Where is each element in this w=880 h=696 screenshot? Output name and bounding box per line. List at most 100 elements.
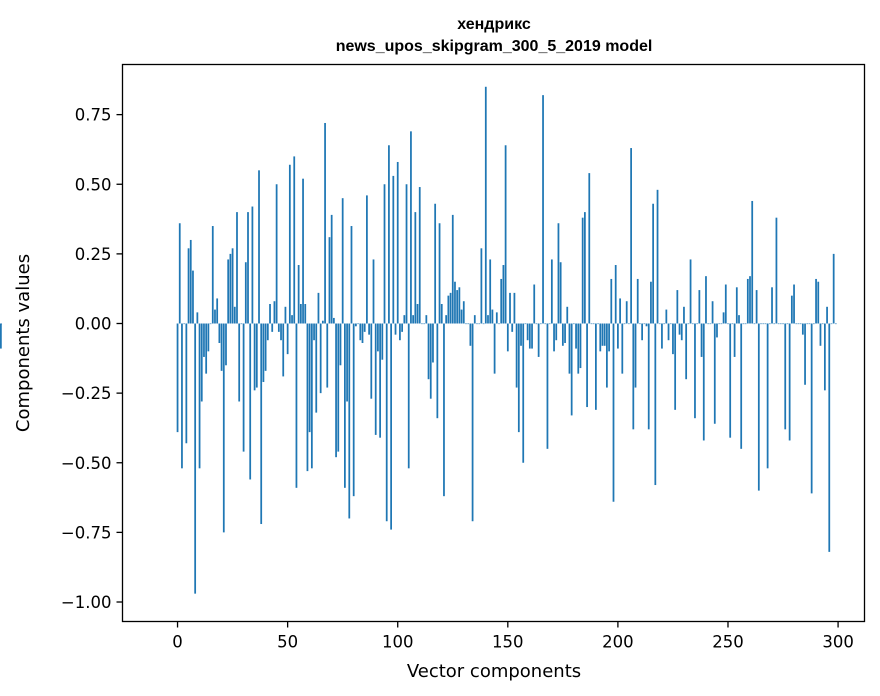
bar-224: [669, 323, 672, 325]
bar-293: [821, 323, 824, 325]
bar-111: [421, 323, 423, 325]
bar-17: [214, 309, 216, 324]
bar-152: [511, 323, 514, 332]
bar-222: [665, 309, 668, 324]
bar-120: [440, 304, 443, 324]
bar-74: [339, 323, 342, 366]
bar-138: [480, 248, 483, 324]
bar-125: [451, 214, 454, 324]
bar-206: [630, 148, 632, 324]
bar-196: [608, 323, 610, 352]
bar-283: [799, 323, 802, 325]
bar-23: [227, 259, 230, 324]
bar-82: [357, 323, 359, 325]
bar-14: [207, 323, 210, 352]
bars-group: [0, 86, 837, 594]
bar-110: [418, 187, 421, 324]
bar-100: [396, 161, 399, 324]
bar-188: [590, 323, 593, 325]
bar-92: [379, 323, 381, 438]
bar-200: [617, 323, 619, 349]
bar-204: [625, 301, 628, 324]
bar-282: [797, 323, 800, 325]
bar-136: [476, 323, 478, 325]
bar-50: [286, 323, 289, 355]
bar-56: [299, 304, 302, 324]
bar-243: [711, 301, 714, 324]
x-tick-label: 250: [712, 633, 744, 652]
bar-209: [636, 278, 639, 324]
bar-71: [332, 317, 335, 324]
bar-251: [729, 323, 732, 438]
bar-192: [599, 323, 602, 352]
bar-105: [407, 323, 410, 469]
bar-208: [634, 323, 637, 388]
bar-252: [731, 323, 734, 325]
bar-42: [269, 304, 271, 324]
bar-107: [412, 315, 415, 324]
bar-157: [522, 323, 525, 463]
bar-221: [663, 323, 666, 325]
x-axis-label: Vector components: [407, 661, 581, 682]
bar-121: [443, 323, 445, 497]
bar-117: [434, 203, 437, 324]
bar-49: [284, 306, 287, 324]
x-axis-ticks: 0 50 100 150 200 250 300: [172, 621, 854, 652]
bar-69: [328, 237, 331, 324]
bar-30: [242, 323, 245, 452]
bar-245: [716, 323, 718, 338]
bar-150: [506, 323, 509, 352]
bar-164: [537, 323, 540, 357]
chart-subtitle: news_upos_skipgram_300_5_2019 model: [336, 38, 653, 55]
bar-25: [231, 248, 234, 324]
bar-113: [425, 315, 428, 324]
bar-231: [685, 323, 688, 380]
bar-250: [727, 323, 729, 325]
bar-139: [482, 323, 485, 325]
bar-3: [183, 323, 186, 325]
bar-268: [766, 323, 769, 469]
bar-2: [181, 323, 183, 469]
bar-9: [196, 312, 199, 324]
bar-284: [801, 323, 804, 335]
bar-114: [427, 323, 430, 380]
bar-270: [771, 287, 773, 324]
bar-274: [779, 323, 782, 325]
bar-45: [275, 184, 278, 324]
bar-281: [795, 323, 798, 325]
bar-145: [495, 312, 498, 324]
bar-87: [368, 323, 370, 335]
bar-172: [555, 323, 558, 341]
bar-4: [185, 323, 188, 444]
bar-249: [724, 284, 727, 324]
bar-211: [641, 323, 644, 341]
bar-129: [460, 309, 463, 324]
bar-214: [647, 323, 650, 430]
bar-142: [489, 259, 492, 324]
bar-44: [273, 301, 276, 324]
bar-275: [782, 323, 784, 325]
bar-126: [454, 281, 456, 324]
bar-128: [458, 287, 461, 324]
y-tick-label: 0.25: [75, 245, 112, 264]
bar-226: [674, 323, 677, 410]
bar-220: [661, 323, 663, 349]
bar-55: [297, 265, 300, 324]
bar-180: [572, 323, 575, 325]
bar-215: [650, 281, 652, 324]
bar-72: [335, 323, 337, 458]
bar-241: [707, 323, 710, 325]
bar-227: [676, 290, 679, 324]
bar-146: [498, 323, 500, 325]
bar-269: [768, 323, 771, 325]
bar-116: [432, 323, 434, 363]
y-tick-label: 0.75: [75, 106, 112, 125]
bar-262: [753, 323, 756, 325]
bar-260: [749, 276, 751, 324]
bar-199: [614, 265, 617, 324]
bar-102: [401, 323, 404, 332]
y-tick-label: −1.00: [61, 593, 112, 612]
bar-51: [288, 164, 291, 324]
bar-198: [612, 323, 615, 502]
